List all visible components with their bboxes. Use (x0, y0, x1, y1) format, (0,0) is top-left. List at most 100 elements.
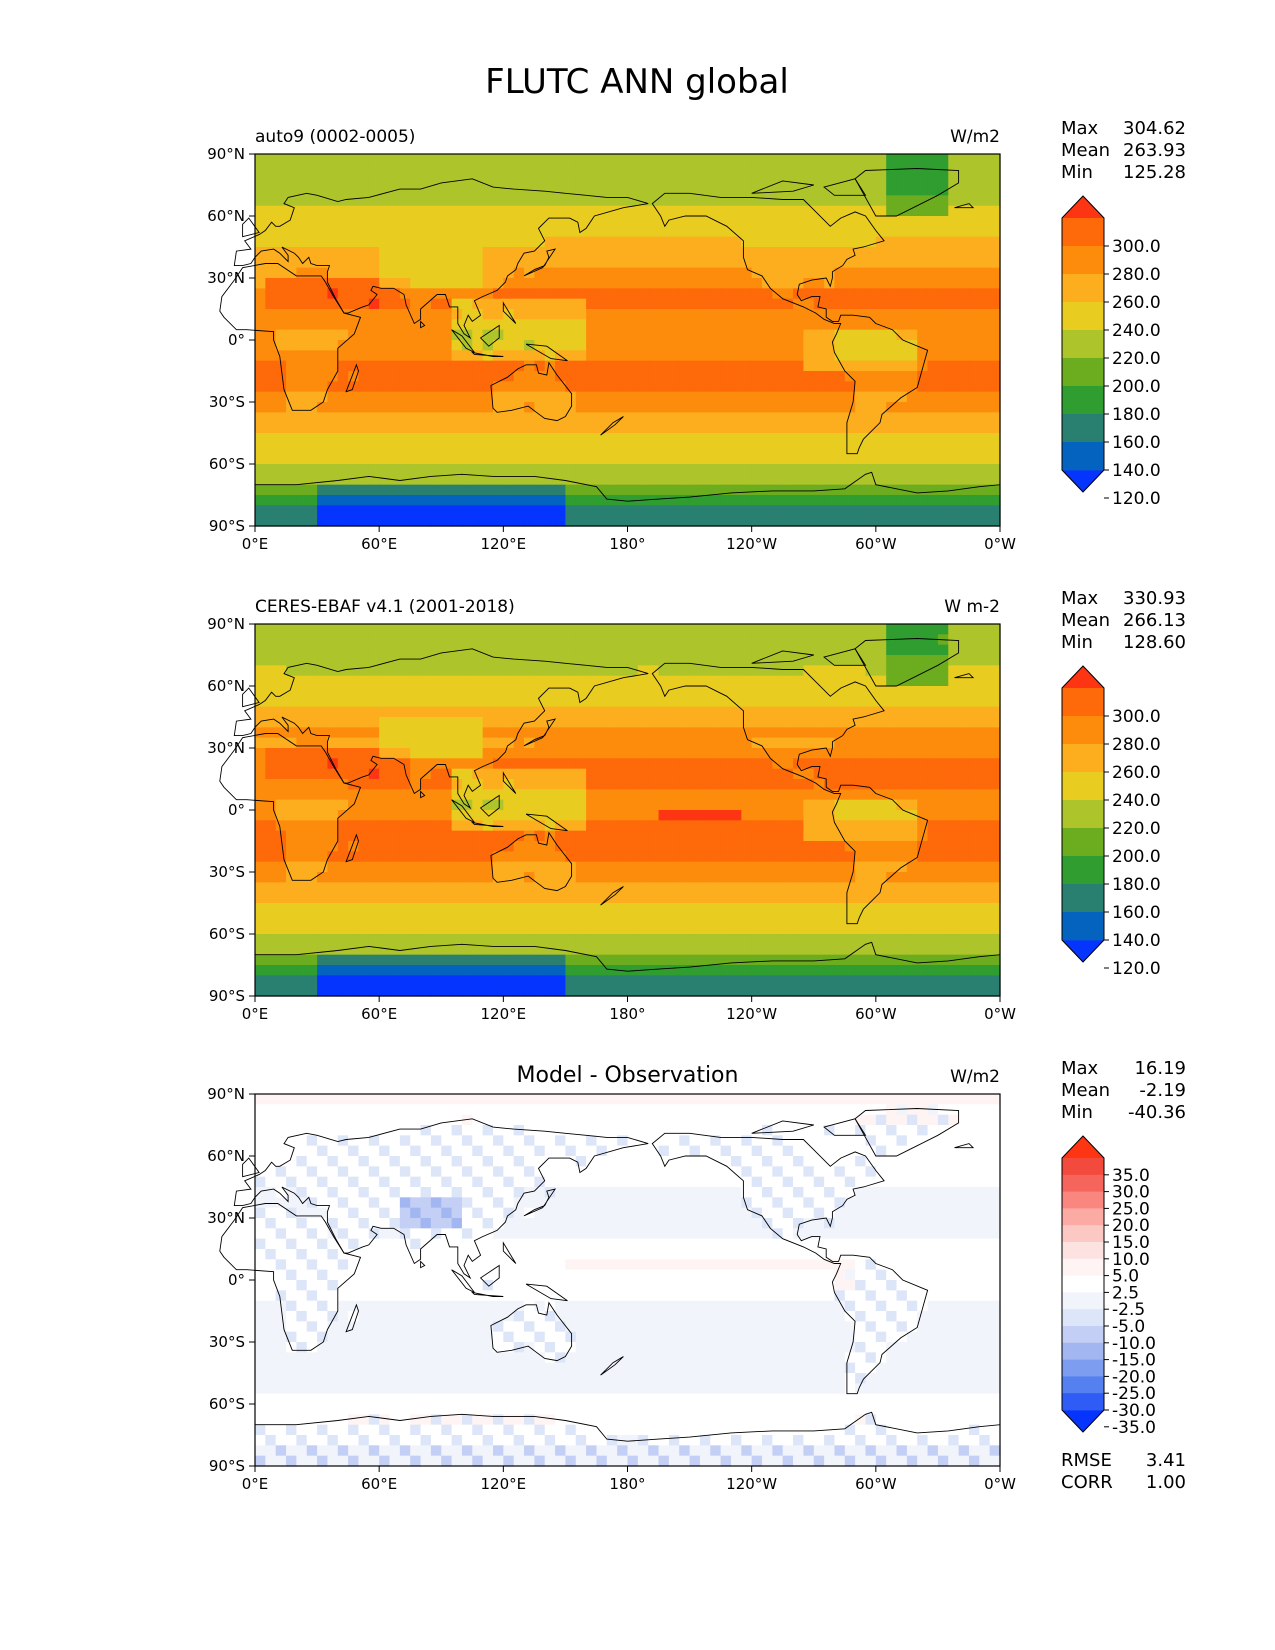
heatmap-cell (368, 433, 380, 444)
heatmap-cell (813, 820, 825, 832)
heatmap-cell (803, 185, 815, 196)
coastline (420, 320, 426, 329)
heatmap-cell (513, 226, 525, 238)
heatmap-cell (741, 495, 753, 506)
heatmap-cell (317, 257, 329, 269)
heatmap-cell (824, 154, 836, 165)
heatmap-cell (968, 686, 980, 697)
heatmap-cell (937, 717, 949, 728)
heatmap-cell (306, 247, 318, 258)
heatmap-cell (575, 768, 587, 780)
heatmap-cell (327, 624, 339, 635)
heatmap-cell (337, 789, 349, 801)
heatmap-cell (389, 706, 401, 718)
heatmap-cell (824, 495, 836, 506)
heatmap-cell (265, 474, 277, 486)
heatmap-cell (358, 861, 370, 873)
heatmap-cell (824, 505, 836, 517)
heatmap-cell (896, 634, 908, 646)
heatmap-cell (544, 748, 556, 759)
heatmap-cell (265, 706, 277, 718)
heatmap-cell (679, 789, 691, 801)
heatmap-cell (586, 278, 598, 289)
heatmap-cell (772, 505, 784, 517)
heatmap-cell (637, 696, 649, 708)
heatmap-cell (534, 164, 546, 176)
heatmap-cell (596, 665, 608, 677)
heatmap-cell (368, 350, 380, 362)
heatmap-cell (720, 810, 732, 821)
heatmap-cell (927, 154, 939, 165)
heatmap-cell (917, 748, 929, 759)
heatmap-cell (461, 433, 473, 444)
heatmap-cell (368, 226, 380, 238)
heatmap-cell (606, 727, 618, 739)
heatmap-cell (658, 495, 670, 506)
heatmap-cell (327, 257, 339, 269)
heatmap-cell (317, 205, 329, 217)
heatmap-cell (896, 820, 908, 832)
heatmap-cell (979, 391, 991, 403)
heatmap-cell (896, 655, 908, 666)
heatmap-cell (555, 665, 567, 677)
heatmap-cell (793, 820, 805, 832)
heatmap-cell (503, 278, 515, 289)
heatmap-cell (699, 706, 711, 718)
heatmap-cell (979, 464, 991, 475)
heatmap-cell (741, 391, 753, 403)
heatmap-cell (482, 195, 494, 207)
heatmap-cell (803, 288, 815, 300)
heatmap-cell (255, 872, 266, 883)
heatmap-cell (555, 329, 567, 341)
heatmap-cell (286, 464, 297, 475)
heatmap-cell (389, 934, 401, 945)
heatmap-cell (472, 820, 484, 832)
heatmap-cell (461, 696, 473, 708)
heatmap-cell (875, 402, 887, 413)
heatmap-cell (927, 216, 939, 227)
heatmap-cell (461, 923, 473, 935)
heatmap-cell (586, 154, 598, 165)
heatmap-cell (989, 371, 1001, 382)
heatmap-cell (606, 267, 618, 279)
heatmap-cell (989, 861, 1001, 873)
heatmap-cell (358, 820, 370, 832)
heatmap-cell (689, 381, 701, 393)
heatmap-cell (617, 686, 629, 697)
heatmap-cell (741, 624, 753, 635)
heatmap-cell (420, 634, 432, 646)
heatmap-cell (586, 686, 598, 697)
heatmap-cell (710, 748, 722, 759)
heatmap-cell (741, 360, 753, 372)
heatmap-cell (306, 737, 318, 749)
heatmap-cell (772, 391, 784, 403)
heatmap-cell (482, 371, 494, 382)
heatmap-cell (627, 402, 639, 413)
heatmap-cell (927, 391, 939, 403)
coastline (954, 203, 975, 209)
colorbar-extend-min (1062, 470, 1104, 492)
heatmap-cell (927, 319, 939, 331)
heatmap-cell (927, 164, 939, 176)
heatmap-cell (555, 686, 567, 697)
heatmap-cell (875, 799, 887, 811)
heatmap-cell (710, 495, 722, 506)
heatmap-cell (689, 872, 701, 883)
heatmap-cell (482, 278, 494, 289)
heatmap-cell (772, 309, 784, 320)
heatmap-cell (751, 154, 763, 165)
heatmap-cell (617, 288, 629, 300)
heatmap-cell (834, 371, 846, 382)
heatmap-cell (720, 350, 732, 362)
heatmap-cell (793, 247, 805, 258)
heatmap-cell (410, 371, 422, 382)
heatmap-cell (575, 727, 587, 739)
heatmap-cell (451, 391, 463, 403)
heatmap-cell (317, 944, 329, 956)
heatmap-cell (637, 298, 649, 310)
heatmap-cell (286, 495, 297, 506)
colorbar-band (1062, 386, 1104, 415)
heatmap-cell (586, 164, 598, 176)
heatmap-cell (699, 799, 711, 811)
heatmap-cell (989, 309, 1001, 320)
